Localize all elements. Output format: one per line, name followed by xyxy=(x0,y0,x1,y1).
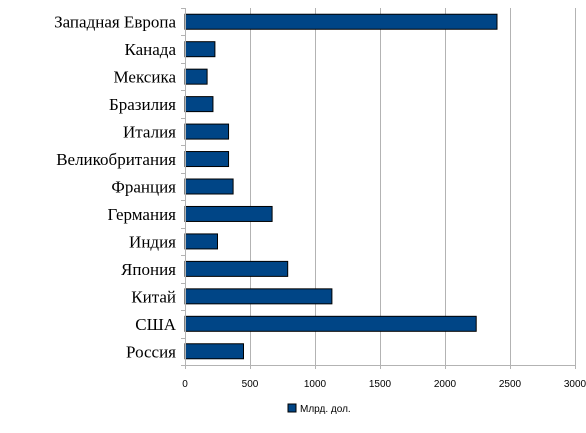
bar-8 xyxy=(184,233,218,250)
bar-10 xyxy=(184,288,333,305)
bar-12 xyxy=(184,343,244,360)
bar-7 xyxy=(184,205,273,222)
x-tick-label-3: 1500 xyxy=(369,379,392,390)
x-tick-label-2: 1000 xyxy=(304,379,327,390)
category-label-4: Италия xyxy=(123,123,176,142)
category-label-5: Великобритания xyxy=(56,150,176,169)
legend-swatch xyxy=(287,403,297,413)
category-label-11: США xyxy=(135,315,176,334)
category-label-12: Россия xyxy=(126,342,176,361)
category-labels: Западная Европа Канада Мексика Бразилия Итал… xyxy=(54,13,177,362)
legend-label: Млрд. дол. xyxy=(300,404,351,415)
bar-6 xyxy=(184,178,234,195)
bar-0 xyxy=(184,13,498,30)
x-tick-label-0: 0 xyxy=(182,379,188,390)
bar-3 xyxy=(184,96,214,113)
category-label-6: Франция xyxy=(111,178,176,197)
category-label-3: Бразилия xyxy=(109,95,176,114)
bar-1 xyxy=(184,41,216,58)
bar-5 xyxy=(184,151,230,168)
x-tick-labels: 0 500 1000 1500 2000 2500 3000 xyxy=(182,379,586,390)
category-label-9: Япония xyxy=(121,260,176,279)
x-tick-label-4: 2000 xyxy=(434,379,457,390)
legend: Млрд. дол. xyxy=(287,403,351,415)
category-label-10: Китай xyxy=(131,287,176,306)
bar-9 xyxy=(184,260,289,277)
bars xyxy=(184,13,498,360)
x-tick-label-5: 2500 xyxy=(499,379,522,390)
x-tick-label-6: 3000 xyxy=(564,379,586,390)
category-label-7: Германия xyxy=(107,205,176,224)
category-label-1: Канада xyxy=(125,40,177,59)
category-label-2: Мексика xyxy=(114,68,177,87)
category-label-0: Западная Европа xyxy=(54,13,176,32)
x-tick-label-1: 500 xyxy=(242,379,259,390)
bar-2 xyxy=(184,68,208,85)
axes xyxy=(181,8,576,369)
bar-11 xyxy=(184,315,477,332)
grid-lines xyxy=(250,8,576,365)
category-label-8: Индия xyxy=(129,232,176,251)
bar-4 xyxy=(184,123,230,140)
